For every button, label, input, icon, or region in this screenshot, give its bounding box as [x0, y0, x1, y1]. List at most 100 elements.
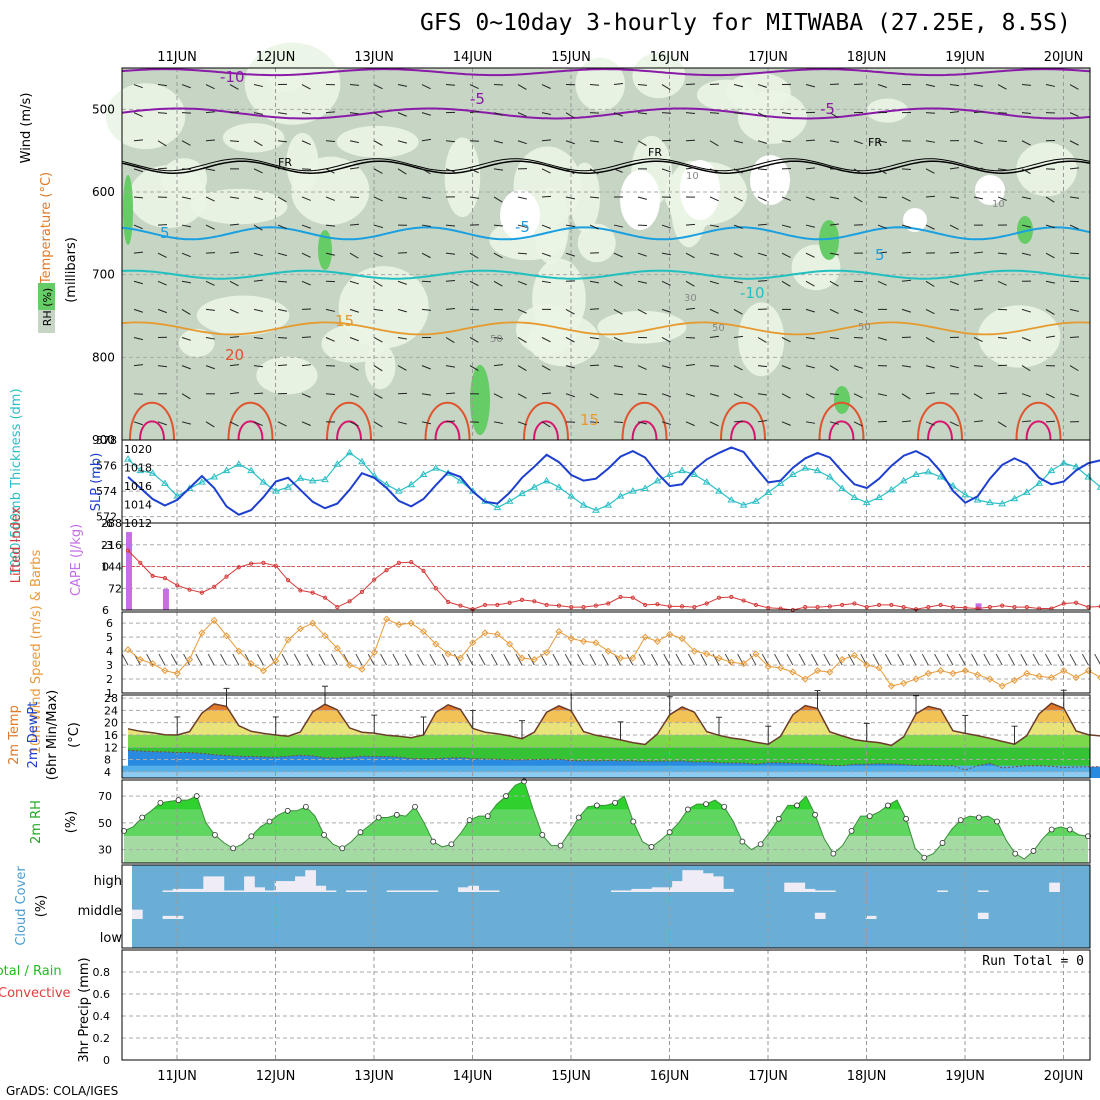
- wind-barb: [133, 364, 144, 367]
- li-point: [692, 605, 697, 610]
- wind-barb: [997, 140, 1008, 142]
- wind-barb: [853, 140, 863, 145]
- li-point: [926, 605, 931, 610]
- wind-barb: [661, 421, 671, 425]
- wind-barb: [589, 336, 600, 340]
- wind-speed-point: [641, 633, 649, 641]
- wind-barb: [301, 140, 311, 146]
- label-part: CAPE (J/kg): [69, 524, 84, 596]
- wind-speed-point: [678, 634, 686, 643]
- wind-barb: [229, 421, 239, 427]
- wind-barb: [469, 365, 479, 371]
- li-point: [421, 568, 426, 573]
- wind-speed-point: [530, 655, 538, 664]
- thickness-point: [985, 498, 994, 506]
- wind-barb: [565, 365, 575, 369]
- wind-barb: [847, 653, 855, 666]
- wind-barb: [613, 168, 623, 173]
- wind-barb: [205, 280, 215, 286]
- cape-tick-label: 72: [108, 582, 122, 595]
- rh-point: [630, 818, 637, 825]
- wind-barb: [515, 653, 523, 666]
- thickness-point: [284, 483, 292, 490]
- wind-barb: [181, 140, 191, 146]
- wind-barb: [469, 196, 480, 199]
- rh-saturated-patch: [470, 365, 490, 435]
- temp-contour-25: [533, 420, 559, 441]
- wind-barb: [781, 365, 791, 370]
- wind-barb: [661, 112, 672, 114]
- wind-barb: [872, 653, 880, 666]
- wind-barb: [517, 224, 527, 228]
- middle-cloud-bar: [977, 912, 989, 919]
- date-label-top: 18JUN: [847, 50, 887, 65]
- wind-barb: [637, 112, 648, 115]
- wind-barb: [958, 653, 966, 666]
- precip-legend-convective: Convective: [0, 986, 71, 1001]
- wind-barb: [973, 140, 983, 145]
- wind-barb: [637, 393, 648, 396]
- wind-barb: [397, 308, 407, 313]
- wind-barb: [133, 251, 144, 254]
- wind-barb: [253, 196, 263, 201]
- li-tick-label: -3: [102, 539, 113, 552]
- wind-barb: [829, 252, 840, 256]
- middle-cloud-bar: [814, 912, 826, 919]
- wind-barb: [469, 280, 479, 287]
- wind-barb: [277, 196, 287, 203]
- wind-barb: [613, 280, 623, 287]
- thickness-point: [431, 464, 440, 471]
- wind-barb: [757, 252, 767, 257]
- li-point: [507, 600, 512, 605]
- thickness-point: [358, 457, 366, 465]
- wind-barb: [355, 653, 363, 666]
- cloud-level-label: low: [100, 931, 123, 946]
- wind-barb: [306, 653, 314, 666]
- wind-barb: [1045, 393, 1055, 399]
- wind-barb: [853, 196, 863, 203]
- li-tick-label: -6: [102, 517, 113, 530]
- rh-point: [230, 845, 237, 852]
- thickness-point: [936, 473, 945, 480]
- wind-barb: [256, 653, 264, 666]
- wind-barb: [349, 337, 359, 342]
- wind-barb: [493, 280, 503, 287]
- wind-speed-point: [247, 660, 255, 668]
- wind-barb: [349, 140, 360, 144]
- temp-contour-label: -10: [740, 284, 765, 302]
- thickness-point: [641, 484, 650, 492]
- wind-barb: [877, 337, 887, 341]
- thickness-point: [493, 503, 502, 511]
- wind-barb: [757, 112, 767, 118]
- wind-speed-point: [198, 629, 206, 637]
- wind-barb: [661, 280, 671, 286]
- wind-barb: [589, 84, 600, 86]
- thickness-point: [616, 492, 625, 499]
- wind-barb: [253, 168, 263, 174]
- li-point: [1000, 603, 1005, 608]
- wind-barb: [517, 393, 527, 399]
- wind-barb: [133, 337, 144, 341]
- wind-barb: [157, 365, 168, 368]
- wind-barb: [997, 84, 1007, 90]
- wind-speed-point: [346, 661, 354, 669]
- wind-barb: [301, 393, 311, 398]
- wind-barb: [277, 112, 288, 115]
- wind-barb: [613, 421, 624, 423]
- wind-barb: [589, 308, 600, 310]
- wind-speed-point: [580, 637, 588, 645]
- wind-barb: [661, 308, 671, 313]
- freezing-contour-outline: [121, 158, 1091, 172]
- wind-barb: [709, 280, 719, 285]
- cape-bar: [975, 603, 982, 610]
- li-point: [864, 605, 869, 610]
- wind-barb: [220, 653, 227, 666]
- wind-barb: [205, 421, 215, 428]
- rh-point: [721, 803, 728, 810]
- wind-speed-point: [826, 668, 834, 676]
- wind-barb: [493, 393, 503, 399]
- wind-barb: [589, 224, 599, 230]
- panel-axis-label: (%): [34, 895, 49, 918]
- thickness-point: [776, 479, 785, 486]
